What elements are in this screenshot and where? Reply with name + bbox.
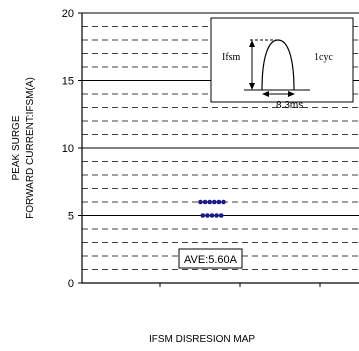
y-tick-labels: 0 5 10 15 20 [62, 8, 82, 290]
data-point [209, 213, 215, 218]
y-tick-label: 5 [68, 211, 74, 223]
inset-period-arrowhead-left [262, 91, 269, 97]
inset-ifsm-arrowhead-bottom [249, 83, 255, 90]
data-point [202, 199, 208, 205]
data-point [205, 213, 210, 218]
inset-cycle-label: 1cyc [314, 52, 333, 63]
inset-box [210, 17, 354, 103]
inset-period-arrowhead-right [288, 91, 295, 97]
data-point [212, 199, 217, 205]
inset-ifsm-arrowhead-top [249, 40, 255, 47]
chart-caption: IFSM DISRESION MAP [149, 334, 255, 345]
data-point [214, 213, 219, 218]
y-tick-label: 15 [62, 76, 74, 88]
data-points [198, 199, 226, 218]
data-point [221, 199, 226, 205]
y-tick-label: 20 [62, 8, 74, 20]
grid-lines [82, 26, 359, 270]
data-point [200, 213, 206, 218]
data-point [198, 199, 203, 205]
y-axis-label-line2: FORWARD CURRENT:IFSM(A) [25, 77, 36, 219]
y-tick-label: 10 [62, 143, 74, 155]
waveform-inset: Ifsm 1cyc 8.3ms [210, 17, 354, 111]
average-annotation: AVE:5.60A [178, 248, 243, 269]
data-point [216, 199, 222, 205]
y-axis-label-line1: PEAK SURGE [11, 115, 22, 180]
average-label: AVE:5.60A [184, 254, 238, 266]
data-point [218, 213, 224, 218]
y-tick-label: 0 [68, 278, 74, 290]
inset-period-label: 8.3ms [276, 100, 303, 111]
data-point [207, 199, 212, 205]
average-box [178, 248, 243, 269]
inset-ifsm-label: Ifsm [222, 52, 241, 63]
